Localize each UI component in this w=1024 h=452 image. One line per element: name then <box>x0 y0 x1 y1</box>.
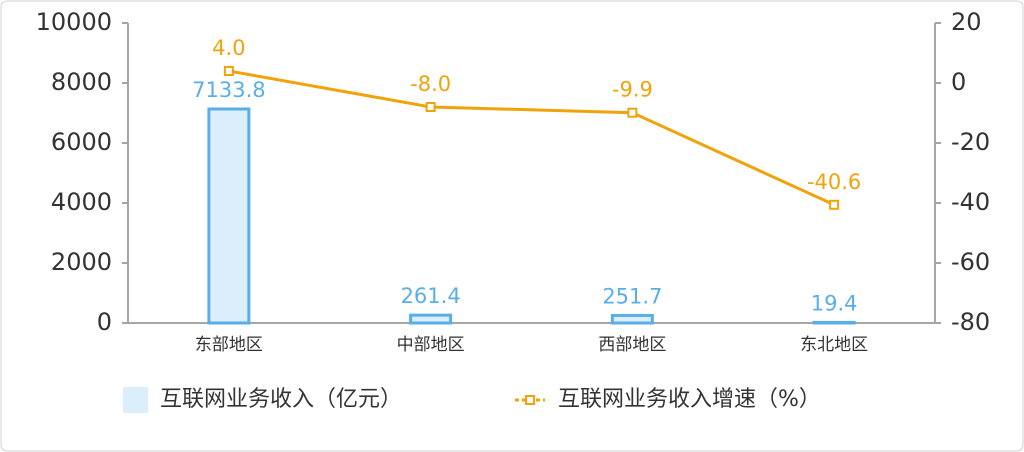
bar <box>409 313 453 325</box>
y2-tick-label: -60 <box>951 248 990 276</box>
y-tick-label: 2000 <box>51 248 112 276</box>
legend-label: 互联网业务收入（亿元） <box>160 387 402 412</box>
data-label: 7133.8 <box>192 78 265 102</box>
legend-label: 互联网业务收入增速（%） <box>558 387 821 412</box>
y2-tick-label: -80 <box>951 308 990 336</box>
bar <box>207 107 251 325</box>
y2-tick-label: -40 <box>951 188 990 216</box>
data-label: -9.9 <box>612 78 653 102</box>
line-marker <box>627 107 638 118</box>
line <box>228 69 835 207</box>
y-tick-label: 0 <box>97 308 112 336</box>
line-marker <box>223 66 234 76</box>
y-tick-label: 4000 <box>51 188 112 216</box>
x-tick-label: 中部地区 <box>397 335 465 355</box>
y-tick-label: 6000 <box>51 128 112 156</box>
x-tick-label: 西部地区 <box>598 335 666 355</box>
bar <box>812 320 856 325</box>
legend-swatch <box>525 395 535 405</box>
data-label: 19.4 <box>811 291 858 315</box>
line-marker <box>425 102 436 112</box>
y-tick-label: 10000 <box>36 8 112 36</box>
line-marker <box>829 199 840 210</box>
y2-tick-label: 20 <box>951 8 982 36</box>
y-tick-label: 8000 <box>51 68 112 96</box>
bar <box>610 313 654 325</box>
x-tick-label: 东部地区 <box>195 335 263 355</box>
data-label: 251.7 <box>602 284 662 308</box>
data-label: 261.4 <box>401 284 461 308</box>
x-tick-label: 东北地区 <box>800 335 868 355</box>
legend-swatch <box>123 387 148 413</box>
data-label: -40.6 <box>807 170 861 194</box>
y2-tick-label: -20 <box>951 128 990 156</box>
data-label: 4.0 <box>212 36 245 60</box>
y2-tick-label: 0 <box>951 68 966 96</box>
data-label: -8.0 <box>410 72 451 96</box>
